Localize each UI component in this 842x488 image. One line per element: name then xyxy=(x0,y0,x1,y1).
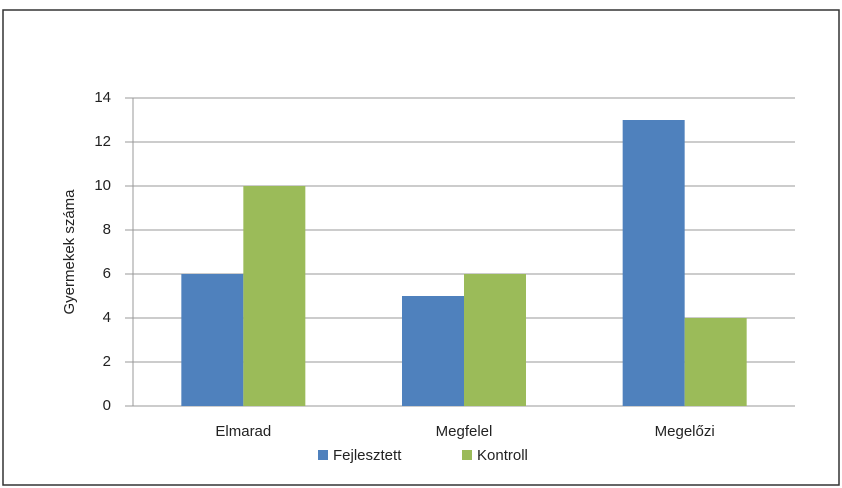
bar xyxy=(402,296,464,406)
y-tick-label: 14 xyxy=(94,89,111,106)
legend-swatch xyxy=(318,450,328,460)
y-tick-label: 2 xyxy=(103,353,111,370)
x-tick-label: Megfelel xyxy=(436,423,493,440)
x-tick-label: Elmarad xyxy=(215,423,271,440)
bar xyxy=(464,274,526,406)
bar xyxy=(243,186,306,406)
bar xyxy=(684,318,747,406)
y-tick-label: 12 xyxy=(94,133,111,150)
y-tick-label: 0 xyxy=(103,397,111,414)
bar xyxy=(622,120,685,406)
chart-frame xyxy=(2,9,840,486)
legend-swatch xyxy=(462,450,472,460)
y-tick-label: 8 xyxy=(103,221,111,238)
y-tick-label: 6 xyxy=(103,265,111,282)
bar xyxy=(181,274,244,406)
y-tick-label: 4 xyxy=(103,309,111,326)
y-axis-label: Gyermekek száma xyxy=(61,189,78,315)
legend-label: Kontroll xyxy=(477,447,528,464)
x-tick-label: Megelőzi xyxy=(655,423,715,440)
y-tick-label: 10 xyxy=(94,177,111,194)
legend-label: Fejlesztett xyxy=(333,447,402,464)
